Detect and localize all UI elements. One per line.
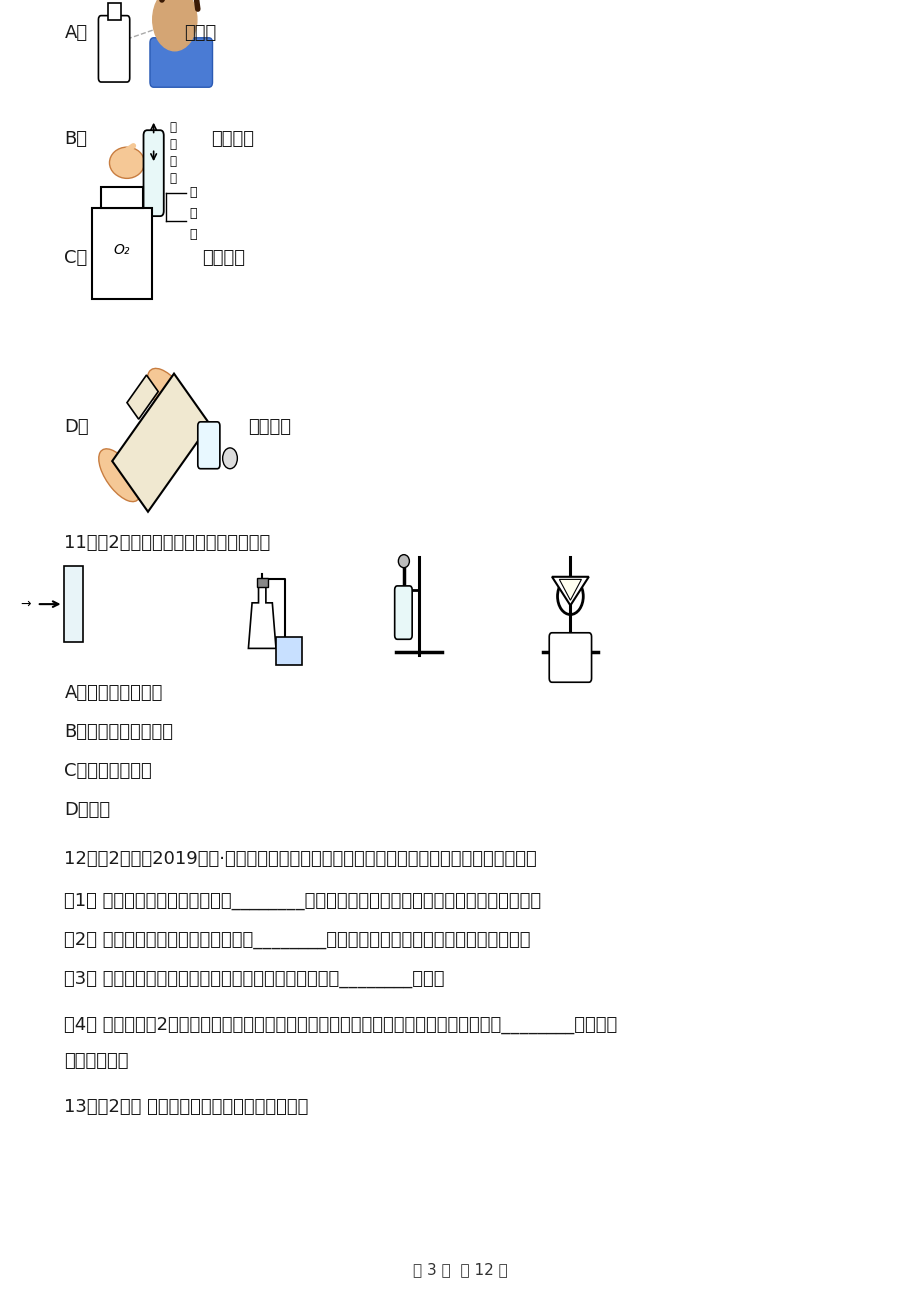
Text: B．检查装置的气密性: B．检查装置的气密性 <box>64 723 173 741</box>
Text: 口: 口 <box>189 207 197 220</box>
Polygon shape <box>127 375 158 419</box>
Text: 振: 振 <box>169 155 176 168</box>
Ellipse shape <box>98 449 141 501</box>
Polygon shape <box>248 587 276 648</box>
Polygon shape <box>112 374 210 512</box>
FancyBboxPatch shape <box>98 16 130 82</box>
Bar <box>92 208 152 299</box>
Text: 11．（2分）下列基本实验操作正确的是: 11．（2分）下列基本实验操作正确的是 <box>64 534 270 552</box>
FancyBboxPatch shape <box>549 633 591 682</box>
FancyBboxPatch shape <box>394 586 412 639</box>
Bar <box>256 578 267 587</box>
Text: 倾倒液体: 倾倒液体 <box>248 418 291 436</box>
Text: C．: C． <box>64 249 87 267</box>
Text: →: → <box>20 598 30 611</box>
Text: 在集气瓶口。: 在集气瓶口。 <box>64 1052 129 1070</box>
Text: A．: A． <box>64 23 87 42</box>
Text: 瓶: 瓶 <box>189 228 197 241</box>
Text: （2） 用试管刷刷洗试管时，须转动或________试管刷；但用力不能过猛，以防损坏试管。: （2） 用试管刷刷洗试管时，须转动或________试管刷；但用力不能过猛，以防… <box>64 931 530 949</box>
Text: 荡: 荡 <box>169 172 176 185</box>
Text: 第 3 页  共 12 页: 第 3 页 共 12 页 <box>413 1262 506 1277</box>
Polygon shape <box>551 577 588 605</box>
Bar <box>101 187 142 208</box>
Text: 闻气味: 闻气味 <box>184 23 216 42</box>
Text: 上: 上 <box>169 121 176 134</box>
Text: D．过滤: D．过滤 <box>64 801 110 819</box>
Text: （1） 连接玻璃管和胶皮管时，先________玻璃管；然后稍稍用力即可把玻璃管插入胶皮管。: （1） 连接玻璃管和胶皮管时，先________玻璃管；然后稍稍用力即可把玻璃管… <box>64 892 541 910</box>
Ellipse shape <box>398 555 409 568</box>
Text: 12．（2分）（2019九上·梅县月考）基本的实验技能是学好化学的基石。请回答下列问题：: 12．（2分）（2019九上·梅县月考）基本的实验技能是学好化学的基石。请回答下… <box>64 850 537 868</box>
Text: 贮存气体: 贮存气体 <box>202 249 245 267</box>
Text: （3） 用试管加热液体时，试管夹套入试管，应从试管的________套入。: （3） 用试管加热液体时，试管夹套入试管，应从试管的________套入。 <box>64 970 445 988</box>
Circle shape <box>153 0 197 51</box>
Text: O₂: O₂ <box>113 243 130 256</box>
Text: C．滴加液体试剂: C．滴加液体试剂 <box>64 762 152 780</box>
Bar <box>108 3 120 20</box>
Bar <box>276 637 301 665</box>
Text: D．: D． <box>64 418 89 436</box>
Circle shape <box>222 448 237 469</box>
Text: 振荡试管: 振荡试管 <box>211 130 255 148</box>
Text: B．: B． <box>64 130 87 148</box>
Text: 广: 广 <box>189 186 197 199</box>
Text: 13．（2分） 下列实验操作中错误的是（　　）: 13．（2分） 下列实验操作中错误的是（ ） <box>64 1098 309 1116</box>
Text: A．读取液体体积数: A．读取液体体积数 <box>64 684 163 702</box>
FancyBboxPatch shape <box>150 38 212 87</box>
FancyBboxPatch shape <box>198 422 220 469</box>
FancyBboxPatch shape <box>143 130 164 216</box>
Text: （4） 毛玻璃片有2面，分别是磨砂一面和光滑一面。在收集好气体后，应该把毛玻璃片有________的一面盖: （4） 毛玻璃片有2面，分别是磨砂一面和光滑一面。在收集好气体后，应该把毛玻璃片… <box>64 1016 617 1034</box>
Text: 下: 下 <box>169 138 176 151</box>
Ellipse shape <box>109 147 144 178</box>
Polygon shape <box>559 579 581 600</box>
Ellipse shape <box>147 368 193 426</box>
Bar <box>64 566 83 642</box>
